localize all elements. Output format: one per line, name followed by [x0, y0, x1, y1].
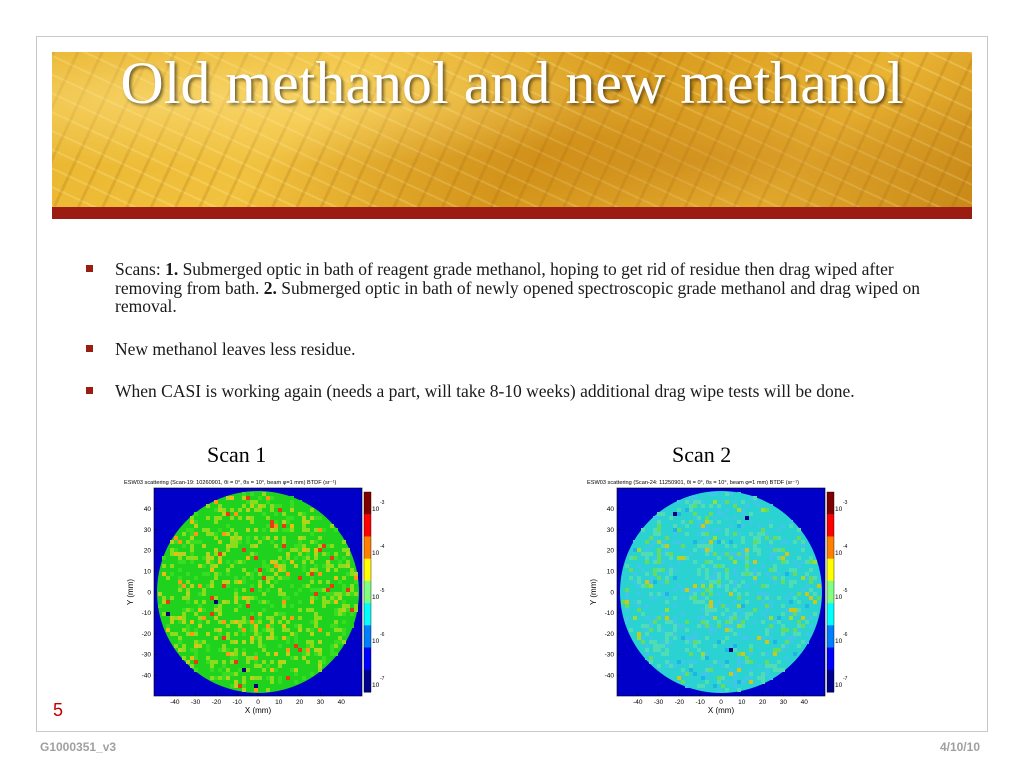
colorbar	[826, 491, 835, 693]
x-tick-label: 30	[780, 699, 788, 706]
colorbar-base-label: 10	[372, 550, 380, 557]
bullet-item: New methanol leaves less residue.	[86, 339, 936, 359]
y-tick-label: 0	[610, 589, 614, 596]
x-tick-label: 0	[256, 699, 260, 706]
x-tick-label: 40	[801, 699, 809, 706]
colorbar-base-label: 10	[372, 682, 380, 689]
colorbar-exponent-label: -7	[843, 676, 848, 682]
x-tick-label: -30	[654, 699, 664, 706]
slide-title: Old methanol and new methanol	[120, 50, 904, 116]
colorbar-base-label: 10	[835, 550, 843, 557]
x-tick-label: 30	[317, 699, 325, 706]
colorbar-exponent-label: -4	[843, 544, 848, 550]
scan-disc	[157, 491, 359, 693]
bullet-square-icon	[86, 387, 93, 394]
x-tick-label: 10	[738, 699, 746, 706]
colorbar-base-label: 10	[372, 506, 380, 513]
y-tick-label: -20	[605, 631, 615, 638]
x-tick-label: -40	[170, 699, 180, 706]
colorbar-exponent-label: -7	[380, 676, 385, 682]
banner-accent-bar	[52, 207, 972, 219]
bullet-item: Scans: 1. Submerged optic in bath of rea…	[86, 260, 936, 316]
scan1-plot: ESW03 scattering (Scan-19: 10260901, θi …	[124, 480, 385, 715]
x-tick-label: -10	[232, 699, 242, 706]
y-tick-label: -10	[605, 610, 615, 617]
y-tick-label: -40	[605, 673, 615, 680]
bullet-square-icon	[86, 265, 93, 272]
colorbar-exponent-label: -3	[843, 500, 848, 506]
bullet-square-icon	[86, 344, 93, 352]
footer-date: 4/10/10	[939, 740, 980, 754]
x-tick-label: 10	[275, 699, 283, 706]
bullet-list: Scans: 1. Submerged optic in bath of rea…	[86, 260, 936, 425]
colorbar-exponent-label: -5	[843, 588, 848, 594]
y-axis-label: Y (mm)	[589, 579, 598, 605]
y-tick-label: 30	[607, 527, 615, 534]
colorbar-base-label: 10	[835, 682, 843, 689]
y-tick-label: 20	[144, 548, 152, 555]
scan1-label: Scan 1	[207, 442, 267, 467]
x-axis-label: X (mm)	[708, 706, 735, 715]
scan2-plot: ESW03 scattering (Scan-24: 11250901, θi …	[587, 480, 848, 715]
plot-title: ESW03 scattering (Scan-19: 10260901, θi …	[124, 480, 336, 486]
x-tick-label: -40	[633, 699, 643, 706]
plot-title: ESW03 scattering (Scan-24: 11250901, θi …	[587, 480, 799, 486]
colorbar-exponent-label: -4	[380, 544, 385, 550]
y-tick-label: -30	[142, 652, 152, 659]
colorbar-exponent-label: -3	[380, 500, 385, 506]
y-tick-label: 40	[144, 506, 152, 513]
y-tick-label: -20	[142, 631, 152, 638]
x-tick-label: -10	[695, 699, 705, 706]
page-number: 5	[53, 700, 64, 720]
colorbar-base-label: 10	[372, 638, 380, 645]
bullet-item: When CASI is working again (needs a part…	[86, 382, 936, 401]
colorbar-base-label: 10	[835, 594, 843, 601]
colorbar-exponent-label: -5	[380, 588, 385, 594]
colorbar-base-label: 10	[835, 638, 843, 645]
scan-disc	[620, 491, 822, 693]
x-tick-label: -20	[675, 699, 685, 706]
x-tick-label: 0	[719, 699, 723, 706]
y-tick-label: 40	[607, 506, 615, 513]
slide-frame	[36, 36, 988, 732]
scan2-label: Scan 2	[672, 442, 732, 467]
title-banner	[52, 52, 972, 207]
colorbar-base-label: 10	[835, 506, 843, 513]
x-tick-label: -20	[212, 699, 222, 706]
y-tick-label: 20	[607, 548, 615, 555]
y-tick-label: 10	[144, 569, 152, 576]
colorbar-exponent-label: -6	[380, 632, 385, 638]
x-axis-label: X (mm)	[245, 706, 272, 715]
y-tick-label: -40	[142, 673, 152, 680]
footer-doc-id: G1000351_v3	[40, 740, 117, 754]
x-tick-label: 40	[338, 699, 346, 706]
y-tick-label: 10	[607, 569, 615, 576]
colorbar-exponent-label: -6	[843, 632, 848, 638]
x-tick-label: 20	[759, 699, 767, 706]
x-tick-label: -30	[191, 699, 201, 706]
y-tick-label: 30	[144, 527, 152, 534]
y-tick-label: 0	[147, 589, 151, 596]
y-axis-label: Y (mm)	[126, 579, 135, 605]
y-tick-label: -30	[605, 652, 615, 659]
colorbar-base-label: 10	[372, 594, 380, 601]
x-tick-label: 20	[296, 699, 304, 706]
colorbar	[363, 491, 372, 693]
y-tick-label: -10	[142, 610, 152, 617]
